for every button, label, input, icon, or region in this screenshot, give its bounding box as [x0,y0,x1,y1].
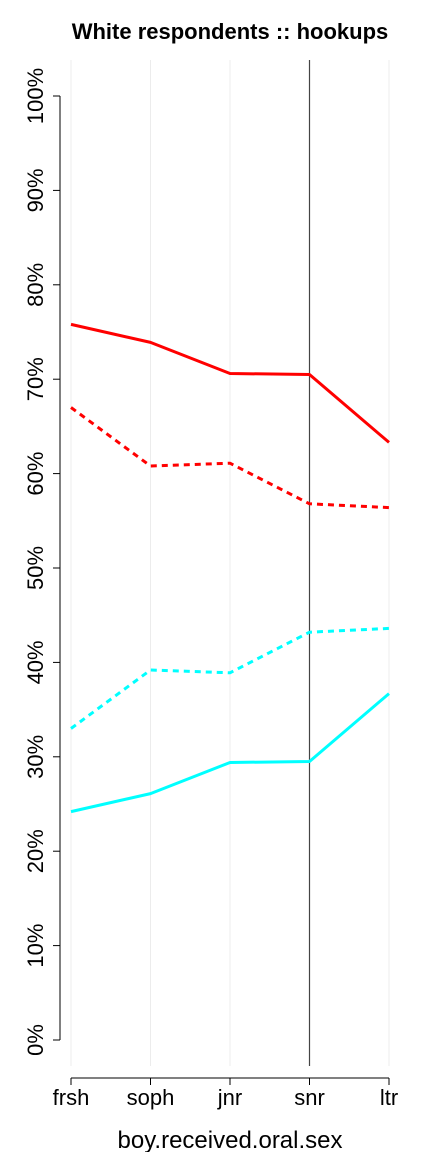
grid-lines [70,60,390,1066]
y-tick-label-20: 20% [23,829,48,873]
x-tick-label-soph: soph [127,1085,175,1110]
series-line-3 [70,626,390,730]
x-tick-label-ltr: ltr [380,1085,398,1110]
x-tick-label-frsh: frsh [53,1085,90,1110]
y-tick-label-40: 40% [23,640,48,684]
y-tick-label-90: 90% [23,168,48,212]
chart-title: White respondents :: hookups [72,19,389,44]
y-tick-label-60: 60% [23,452,48,496]
axes: 0% 10% 20% 30% 40% 50% 60% 70% 80% 90% 100% frsh sop… [23,68,398,1110]
y-tick-label-30: 30% [23,735,48,779]
y-tick-label-80: 80% [23,263,48,307]
series-lines [70,322,390,814]
x-tick-label-jnr: jnr [217,1085,242,1110]
y-tick-label-0: 0% [23,1024,48,1056]
y-tick-label-70: 70% [23,357,48,401]
series-line-2 [70,406,390,510]
x-tick-label-snr: snr [294,1085,325,1110]
series-line-4 [70,692,390,814]
y-tick-label-50: 50% [23,546,48,590]
y-tick-label-100: 100% [23,68,48,124]
series-line-1 [70,322,390,444]
y-tick-label-10: 10% [23,924,48,968]
x-axis-title: boy.received.oral.sex [118,1127,343,1152]
